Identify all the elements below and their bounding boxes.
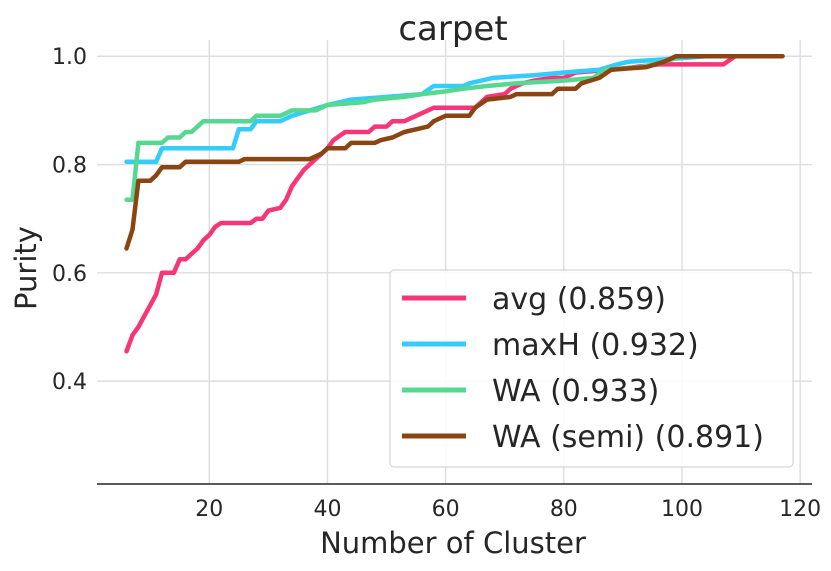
legend-label: maxH (0.932)	[492, 328, 699, 363]
legend-box	[389, 269, 794, 468]
x-axis-label: Number of Cluster	[320, 526, 586, 560]
x-tick-label: 20	[195, 497, 223, 522]
x-tick-labels: 20 40 60 80 100 120	[195, 497, 821, 522]
series-line	[124, 53, 785, 202]
legend-label: WA (semi) (0.891)	[492, 420, 764, 455]
x-tick-label: 80	[550, 497, 578, 522]
y-tick-label: 0.4	[52, 370, 87, 395]
legend: avg (0.859) maxH (0.932) WA (0.933) WA (sem…	[389, 269, 794, 468]
legend-label: avg (0.859)	[492, 282, 666, 317]
y-axis-label: Purity	[9, 226, 43, 310]
x-tick-label: 60	[432, 497, 460, 522]
y-tick-label: 0.8	[52, 154, 87, 179]
x-tick-label: 40	[313, 497, 341, 522]
x-tick-label: 120	[779, 497, 821, 522]
x-tick-label: 100	[661, 497, 703, 522]
series-lines	[124, 53, 785, 354]
y-tick-label: 0.6	[52, 262, 87, 287]
series-line	[124, 53, 785, 251]
legend-label: WA (0.933)	[492, 374, 659, 409]
chart-title: carpet	[398, 9, 507, 49]
y-tick-label: 1.0	[52, 45, 87, 70]
y-tick-labels: 0.4 0.6 0.8 1.0	[52, 45, 87, 395]
